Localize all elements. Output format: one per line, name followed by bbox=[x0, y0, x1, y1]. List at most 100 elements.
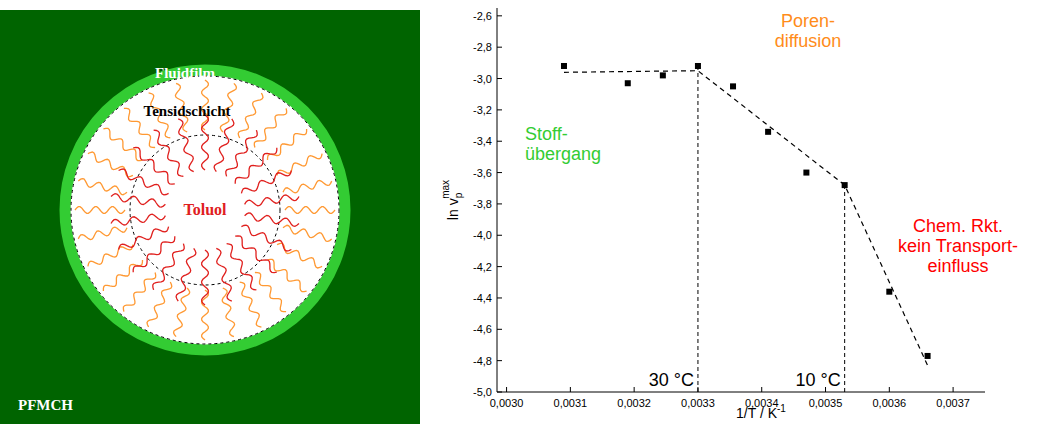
diagram: FluidfilmTensidschichtToluolPFMCH bbox=[0, 10, 420, 424]
surfactant-tail bbox=[226, 130, 257, 176]
data-point bbox=[625, 80, 631, 86]
x-tick-label: 0,0036 bbox=[872, 397, 906, 409]
x-tick-label: 0,0037 bbox=[936, 397, 970, 409]
region-annotation: Stoff- bbox=[525, 124, 568, 144]
x-axis-title-sup: -1 bbox=[777, 403, 786, 414]
y-tick bbox=[497, 235, 502, 236]
region-annotation: diffusion bbox=[775, 31, 842, 51]
surfactant-tail bbox=[241, 225, 291, 251]
surfactant-tail bbox=[78, 227, 127, 239]
region-annotation: einfluss bbox=[927, 256, 988, 276]
surfactant-tail bbox=[119, 227, 169, 250]
y-tick bbox=[497, 141, 502, 142]
surfactant-tail bbox=[147, 282, 172, 327]
y-tick-label: -3,2 bbox=[473, 104, 492, 116]
y-tick-label: -3,8 bbox=[473, 198, 492, 210]
surfactant-tail bbox=[133, 236, 175, 272]
surfactant-tail bbox=[103, 260, 142, 291]
y-tick bbox=[497, 266, 502, 267]
x-tick bbox=[570, 387, 571, 392]
x-tick bbox=[634, 387, 635, 392]
surfactant-tail bbox=[202, 115, 209, 170]
y-tick bbox=[497, 297, 502, 298]
y-tick-label: -4,0 bbox=[473, 229, 492, 241]
data-point bbox=[730, 83, 736, 89]
y-tick bbox=[497, 329, 502, 330]
data-point bbox=[695, 63, 701, 69]
x-axis-title: 1/T / K-1 bbox=[736, 403, 786, 421]
x-tick-label: 0,0032 bbox=[617, 397, 651, 409]
temperature-label: 10 °C bbox=[795, 370, 840, 390]
y-tick bbox=[497, 203, 502, 204]
x-tick bbox=[889, 387, 890, 392]
y-tick-label: -3,6 bbox=[473, 167, 492, 179]
y-tick bbox=[497, 360, 502, 361]
surfactant-tail bbox=[241, 171, 291, 194]
surfactant-tail bbox=[222, 288, 234, 337]
y-tick bbox=[497, 47, 502, 48]
surfactant-tail bbox=[255, 273, 286, 312]
reference-line bbox=[697, 66, 698, 392]
inner-boundary bbox=[130, 135, 280, 285]
data-point bbox=[660, 72, 666, 78]
surfactant-tail bbox=[111, 214, 165, 225]
y-axis-title: ln vpmax bbox=[440, 180, 464, 220]
surfactant-tail bbox=[154, 130, 184, 176]
surfactant-tail bbox=[111, 194, 165, 207]
fluid-film-label: Fluidfilm bbox=[155, 65, 216, 81]
surfactant-tail bbox=[277, 154, 322, 176]
surfactant-tail bbox=[103, 128, 142, 160]
medium-background bbox=[0, 10, 420, 424]
y-tick bbox=[497, 172, 502, 173]
region-annotation: Chem. Rkt. bbox=[913, 216, 1003, 236]
y-tick-label: -4,2 bbox=[473, 261, 492, 273]
x-tick-label: 0,0031 bbox=[554, 397, 588, 409]
y-tick-label: -4,4 bbox=[473, 292, 492, 304]
surfactant-tail bbox=[78, 179, 127, 195]
y-axis-title-sub: p bbox=[453, 192, 464, 198]
x-tick bbox=[953, 387, 954, 392]
page: FluidfilmTensidschichtToluolPFMCH0,00300… bbox=[0, 0, 1057, 424]
surfactant-tail bbox=[153, 244, 184, 290]
surfactant-tail bbox=[245, 195, 299, 206]
region-annotation: übergang bbox=[525, 144, 601, 164]
surfactant-tail bbox=[119, 169, 169, 195]
surfactant-tail bbox=[254, 108, 286, 147]
y-tick-label: -4,6 bbox=[473, 323, 492, 335]
x-tick bbox=[506, 387, 507, 392]
region-annotation: kein Transport- bbox=[898, 236, 1018, 256]
y-tick bbox=[497, 15, 502, 16]
y-tick bbox=[497, 392, 502, 393]
surfactant-tail bbox=[75, 207, 125, 214]
surfactant-tail bbox=[227, 244, 257, 290]
surfactant-tail bbox=[176, 248, 196, 301]
x-tick-label: 0,0030 bbox=[490, 397, 524, 409]
data-point bbox=[886, 289, 892, 295]
y-tick bbox=[497, 78, 502, 79]
surfactant-tail bbox=[202, 250, 209, 305]
surfactant-tail bbox=[268, 129, 307, 160]
x-tick-label: 0,0033 bbox=[681, 397, 715, 409]
region-annotation: Poren- bbox=[781, 11, 835, 31]
surfactant-tail bbox=[240, 282, 262, 327]
surfactant-tail bbox=[285, 207, 335, 214]
y-axis-title-sup: max bbox=[440, 180, 451, 199]
surfactant-tail bbox=[283, 180, 332, 192]
plot-area bbox=[561, 63, 931, 392]
surfactant-tail bbox=[88, 245, 133, 267]
fluid-film-ring bbox=[65, 70, 345, 350]
surfactant-tail bbox=[178, 119, 194, 172]
surfactant-tail bbox=[214, 119, 234, 172]
surfactant-label: Tensidschicht bbox=[144, 103, 231, 119]
y-tick-label: -5,0 bbox=[473, 386, 492, 398]
data-point bbox=[925, 353, 931, 359]
y-tick-label: -4,8 bbox=[473, 355, 492, 367]
chart: 0,00300,00310,00320,00330,00340,00350,00… bbox=[440, 8, 1018, 421]
surfactant-tail bbox=[283, 225, 332, 241]
y-tick-label: -3,4 bbox=[473, 135, 492, 147]
outer-boundary bbox=[71, 76, 339, 344]
surfactant-tail bbox=[123, 273, 155, 312]
fit-line bbox=[564, 71, 928, 366]
y-tick bbox=[497, 109, 502, 110]
data-point bbox=[561, 63, 567, 69]
